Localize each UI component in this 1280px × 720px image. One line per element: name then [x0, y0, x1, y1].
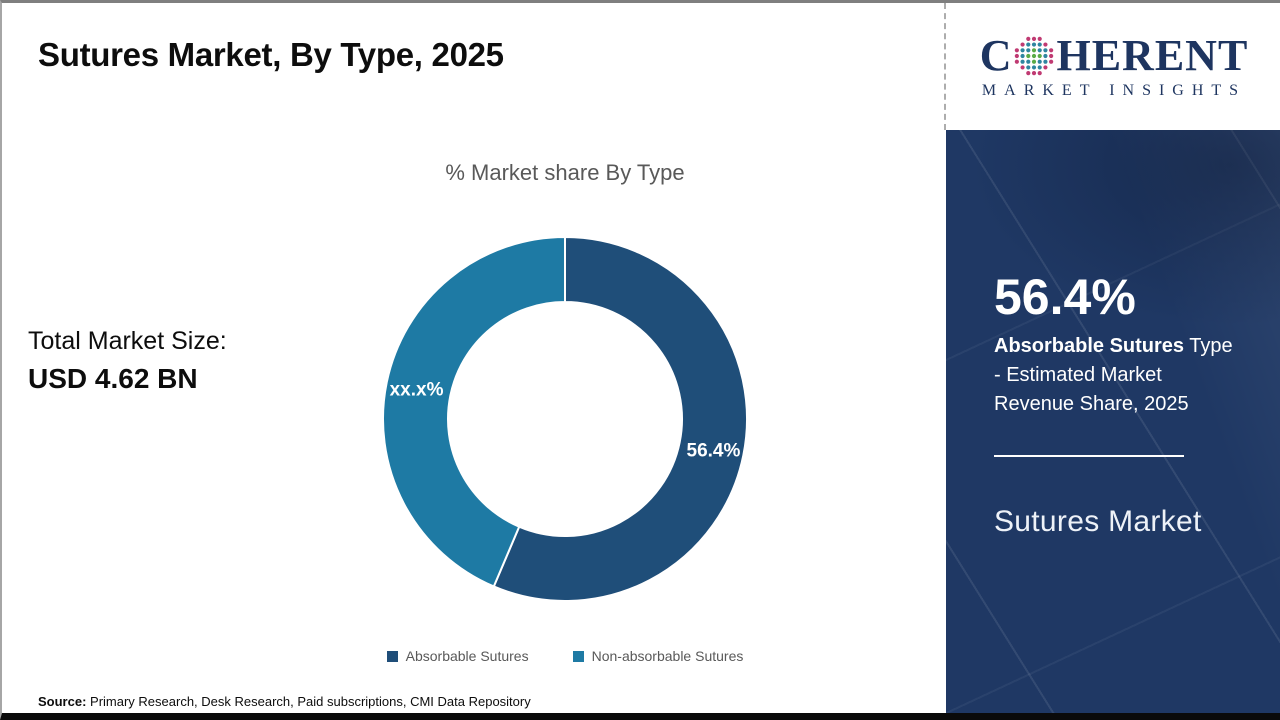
vertical-dashed-divider	[944, 3, 946, 130]
donut-chart-svg: 56.4% xx.x%	[382, 235, 748, 602]
coherent-logo: C HERENT MARKET INSIGHTS	[946, 3, 1280, 130]
highlight-side-panel: 56.4% Absorbable Sutures Type - Estimate…	[946, 130, 1280, 713]
chart-legend: Absorbable Sutures Non-absorbable Suture…	[365, 648, 765, 664]
highlight-stat-description-bold: Absorbable Sutures	[994, 335, 1185, 357]
donut-slice-label-1: xx.x%	[390, 380, 444, 401]
coherent-globe-icon	[1015, 36, 1054, 75]
coherent-logo-subtitle: MARKET INSIGHTS	[981, 81, 1247, 99]
highlight-stat-description: Absorbable Sutures Type - Estimated Mark…	[994, 332, 1239, 419]
legend-label-absorbable: Absorbable Sutures	[405, 648, 529, 664]
logo-word-rest: HERENT	[1056, 30, 1249, 80]
legend-item-absorbable: Absorbable Sutures	[386, 648, 529, 664]
panel-report-title: Sutures Market	[994, 505, 1202, 538]
legend-item-non-absorbable: Non-absorbable Sutures	[572, 648, 744, 664]
highlight-stat-value: 56.4%	[994, 269, 1136, 325]
chart-title: % Market share By Type	[445, 160, 685, 185]
total-market-size-value: USD 4.62 BN	[28, 362, 198, 394]
total-market-size-block: Total Market Size: USD 4.62 BN	[28, 325, 227, 395]
highlight-stat-description-rest: Type - Estimated Market Revenue Share, 2…	[994, 335, 1233, 415]
panel-divider-line	[994, 455, 1184, 457]
donut-slice-1	[382, 235, 566, 588]
legend-swatch-absorbable-icon	[386, 650, 398, 662]
logo-letter-c: C	[979, 30, 1013, 80]
donut-slice-0	[492, 235, 748, 602]
coherent-logo-wordmark: C HERENT	[979, 30, 1249, 80]
legend-label-non-absorbable: Non-absorbable Sutures	[591, 648, 744, 664]
total-market-size-label: Total Market Size:	[28, 327, 227, 355]
source-text: Primary Research, Desk Research, Paid su…	[86, 694, 531, 709]
donut-slice-label-0: 56.4%	[687, 440, 741, 461]
source-line: Source: Primary Research, Desk Research,…	[38, 694, 531, 709]
legend-swatch-non-absorbable-icon	[572, 650, 584, 662]
source-label: Source:	[38, 694, 87, 709]
page-title: Sutures Market, By Type, 2025	[38, 36, 504, 73]
donut-chart: 56.4% xx.x%	[365, 219, 765, 619]
